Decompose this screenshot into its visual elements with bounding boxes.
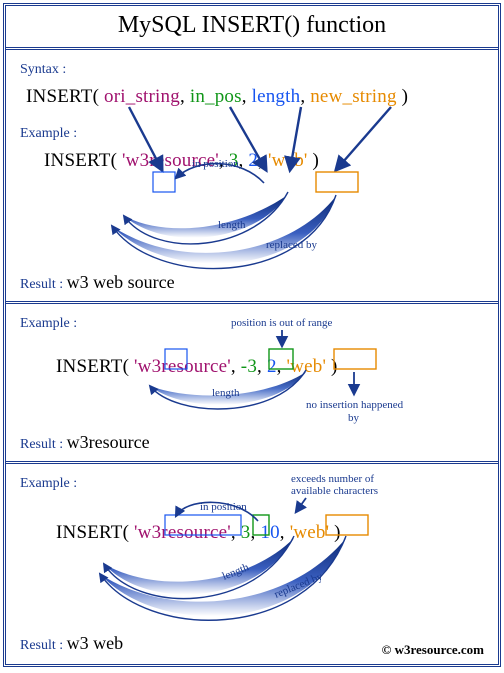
- e3-ori-boxed: resource: [161, 522, 227, 543]
- fn-name-e1: INSERT: [44, 150, 111, 171]
- e2-len: 2: [267, 356, 277, 377]
- example-label-2: Example :: [20, 316, 484, 332]
- result-2: Result : w3resource: [20, 432, 150, 453]
- fn-name-e2: INSERT: [56, 356, 123, 377]
- anno-no-insertion-by: by: [348, 412, 360, 424]
- result-value-2: w3resource: [67, 432, 150, 452]
- e1-ori-boxed: re: [149, 150, 164, 171]
- result-1: Result : w3 web source: [20, 272, 175, 293]
- result-label-3: Result :: [20, 638, 63, 653]
- e1-ori-post: source: [164, 150, 215, 171]
- anno-length2: length: [212, 387, 240, 399]
- result-label-1: Result :: [20, 277, 63, 292]
- e2-ori-post: source: [176, 356, 227, 377]
- e3-ori-pre: w3: [138, 522, 162, 543]
- syntax-label: Syntax :: [20, 62, 484, 78]
- e1-ori-pre: w3: [126, 150, 150, 171]
- param-ori: ori_string: [104, 86, 180, 107]
- e1-new: web: [272, 150, 304, 171]
- e2-ori-boxed: re: [161, 356, 176, 377]
- e2-new: web: [290, 356, 322, 377]
- anno-no-insertion: no insertion happened: [306, 399, 404, 411]
- e2-pos: -3: [241, 356, 257, 377]
- result-3: Result : w3 web: [20, 633, 123, 654]
- fn-name-e3: INSERT: [56, 522, 123, 543]
- param-new: new_string: [310, 86, 396, 107]
- result-value-3: w3 web: [67, 633, 124, 653]
- fn-name: INSERT: [26, 86, 93, 107]
- copyright: © w3resource.com: [382, 642, 484, 658]
- anno-replaced3: replaced by: [273, 570, 325, 600]
- document-frame: MySQL INSERT() function Syntax : INSERT(…: [3, 3, 501, 667]
- anno-length: length: [218, 219, 246, 231]
- anno-replaced: replaced by: [266, 239, 317, 251]
- result-value-1: w3 web source: [67, 272, 175, 292]
- example1-code: INSERT( 'w3resource', 3, 2, 'web' ): [44, 150, 484, 172]
- anno-length3: length: [221, 561, 251, 583]
- e3-new: web: [293, 522, 325, 543]
- e1-pos: 3: [229, 150, 239, 171]
- syntax-code: INSERT( ori_string, in_pos, length, new_…: [26, 86, 484, 108]
- example-label-3: Example :: [20, 476, 484, 492]
- example-label-1: Example :: [20, 126, 484, 142]
- example2-code: INSERT( 'w3resource', -3, 2, 'web' ): [56, 356, 484, 378]
- e2-ori-pre: w3: [138, 356, 162, 377]
- param-len: length: [252, 86, 301, 107]
- section-example2: Example : INSERT( 'w3resource', -3, 2, '…: [6, 304, 498, 464]
- e1-len: 2: [248, 150, 258, 171]
- param-pos: in_pos: [190, 86, 242, 107]
- example3-code: INSERT( 'w3resource', 3, 10, 'web' ): [56, 522, 484, 544]
- e3-len: 10: [260, 522, 279, 543]
- page-title: MySQL INSERT() function: [6, 6, 498, 50]
- anno-inpos3: in position: [200, 501, 247, 513]
- result-label-2: Result :: [20, 437, 63, 452]
- section-syntax-example1: Syntax : INSERT( ori_string, in_pos, len…: [6, 50, 498, 304]
- section-example3: Example : INSERT( 'w3resource', 3, 10, '…: [6, 464, 498, 664]
